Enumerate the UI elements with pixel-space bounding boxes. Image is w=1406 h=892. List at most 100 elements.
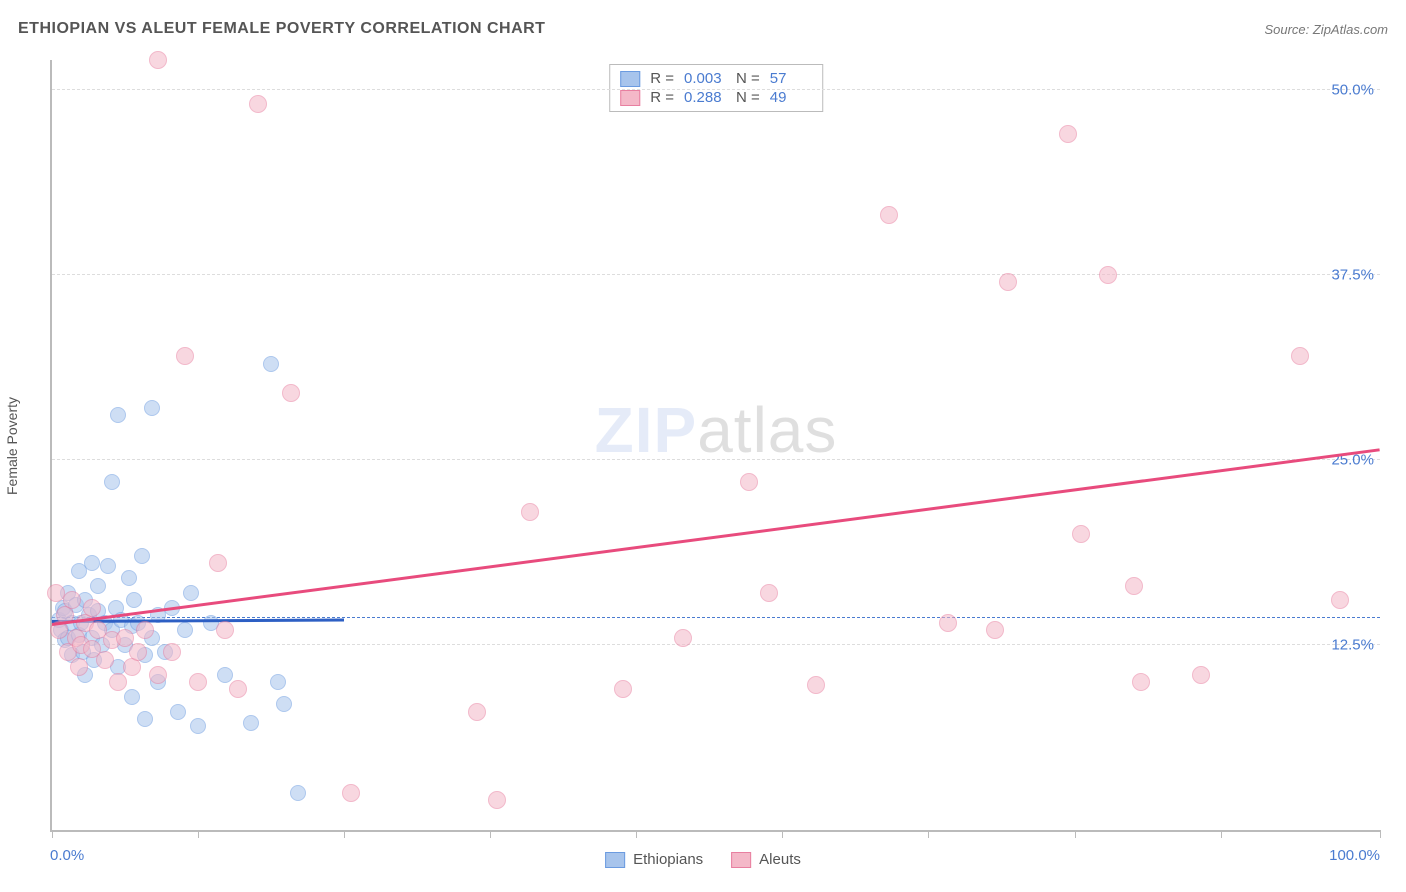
x-axis-min-label: 0.0% [50, 847, 84, 864]
watermark-rest: atlas [697, 394, 837, 466]
plot-area: ZIPatlas R =0.003N =57R =0.288N =49 12.5… [50, 60, 1380, 832]
legend-label: Aleuts [759, 851, 801, 868]
data-point [270, 674, 286, 690]
data-point [129, 643, 147, 661]
data-point [1059, 125, 1077, 143]
legend-swatch [731, 852, 751, 868]
data-point [96, 651, 114, 669]
gridline-h [52, 644, 1380, 645]
x-tick [636, 830, 637, 838]
x-tick [782, 830, 783, 838]
data-point [100, 558, 116, 574]
x-tick [52, 830, 53, 838]
data-point [126, 592, 142, 608]
data-point [290, 785, 306, 801]
data-point [263, 356, 279, 372]
data-point [1192, 666, 1210, 684]
data-point [90, 578, 106, 594]
r-value: 0.003 [684, 70, 726, 87]
data-point [137, 711, 153, 727]
y-tick-label: 50.0% [1331, 81, 1374, 98]
gridline-h [52, 459, 1380, 460]
data-point [1125, 577, 1143, 595]
data-point [488, 791, 506, 809]
y-tick-label: 12.5% [1331, 636, 1374, 653]
data-point [1291, 347, 1309, 365]
x-tick [1380, 830, 1381, 838]
chart-title: ETHIOPIAN VS ALEUT FEMALE POVERTY CORREL… [18, 20, 545, 38]
x-tick [490, 830, 491, 838]
data-point [83, 599, 101, 617]
stats-row: R =0.003N =57 [620, 69, 812, 88]
r-label: R = [650, 70, 674, 87]
data-point [342, 784, 360, 802]
n-label: N = [736, 89, 760, 106]
data-point [189, 673, 207, 691]
r-value: 0.288 [684, 89, 726, 106]
data-point [116, 629, 134, 647]
legend-label: Ethiopians [633, 851, 703, 868]
data-point [209, 554, 227, 572]
x-tick [344, 830, 345, 838]
data-point [1099, 266, 1117, 284]
data-point [104, 474, 120, 490]
data-point [216, 621, 234, 639]
data-point [177, 622, 193, 638]
data-point [614, 680, 632, 698]
source-label: Source: ZipAtlas.com [1264, 22, 1388, 37]
data-point [1132, 673, 1150, 691]
data-point [110, 407, 126, 423]
r-label: R = [650, 89, 674, 106]
legend: Ethiopians Aleuts [605, 851, 801, 868]
data-point [468, 703, 486, 721]
data-point [999, 273, 1017, 291]
n-value: 49 [770, 89, 812, 106]
legend-item: Aleuts [731, 851, 801, 868]
x-tick [928, 830, 929, 838]
y-axis-title: Female Poverty [4, 397, 20, 495]
data-point [249, 95, 267, 113]
data-point [163, 643, 181, 661]
series-swatch [620, 71, 640, 87]
data-point [880, 206, 898, 224]
x-tick [1075, 830, 1076, 838]
series-swatch [620, 90, 640, 106]
data-point [190, 718, 206, 734]
x-tick [198, 830, 199, 838]
gridline-h [52, 274, 1380, 275]
data-point [217, 667, 233, 683]
data-point [124, 689, 140, 705]
data-point [521, 503, 539, 521]
data-point [760, 584, 778, 602]
data-point [243, 715, 259, 731]
data-point [229, 680, 247, 698]
data-point [807, 676, 825, 694]
n-value: 57 [770, 70, 812, 87]
legend-swatch [605, 852, 625, 868]
data-point [149, 666, 167, 684]
data-point [144, 400, 160, 416]
y-tick-label: 37.5% [1331, 266, 1374, 283]
title-row: ETHIOPIAN VS ALEUT FEMALE POVERTY CORREL… [18, 20, 1388, 38]
data-point [986, 621, 1004, 639]
data-point [939, 614, 957, 632]
data-point [282, 384, 300, 402]
data-point [84, 555, 100, 571]
data-point [121, 570, 137, 586]
data-point [63, 591, 81, 609]
data-point [674, 629, 692, 647]
data-point [740, 473, 758, 491]
x-axis-max-label: 100.0% [1329, 847, 1380, 864]
data-point [109, 673, 127, 691]
data-point [134, 548, 150, 564]
data-point [136, 621, 154, 639]
data-point [1072, 525, 1090, 543]
data-point [149, 51, 167, 69]
data-point [276, 696, 292, 712]
gridline-h [52, 89, 1380, 90]
chart-container: ETHIOPIAN VS ALEUT FEMALE POVERTY CORREL… [0, 0, 1406, 892]
legend-item: Ethiopians [605, 851, 703, 868]
data-point [183, 585, 199, 601]
data-point [170, 704, 186, 720]
stats-row: R = 0.288 N = 49 [620, 88, 812, 107]
